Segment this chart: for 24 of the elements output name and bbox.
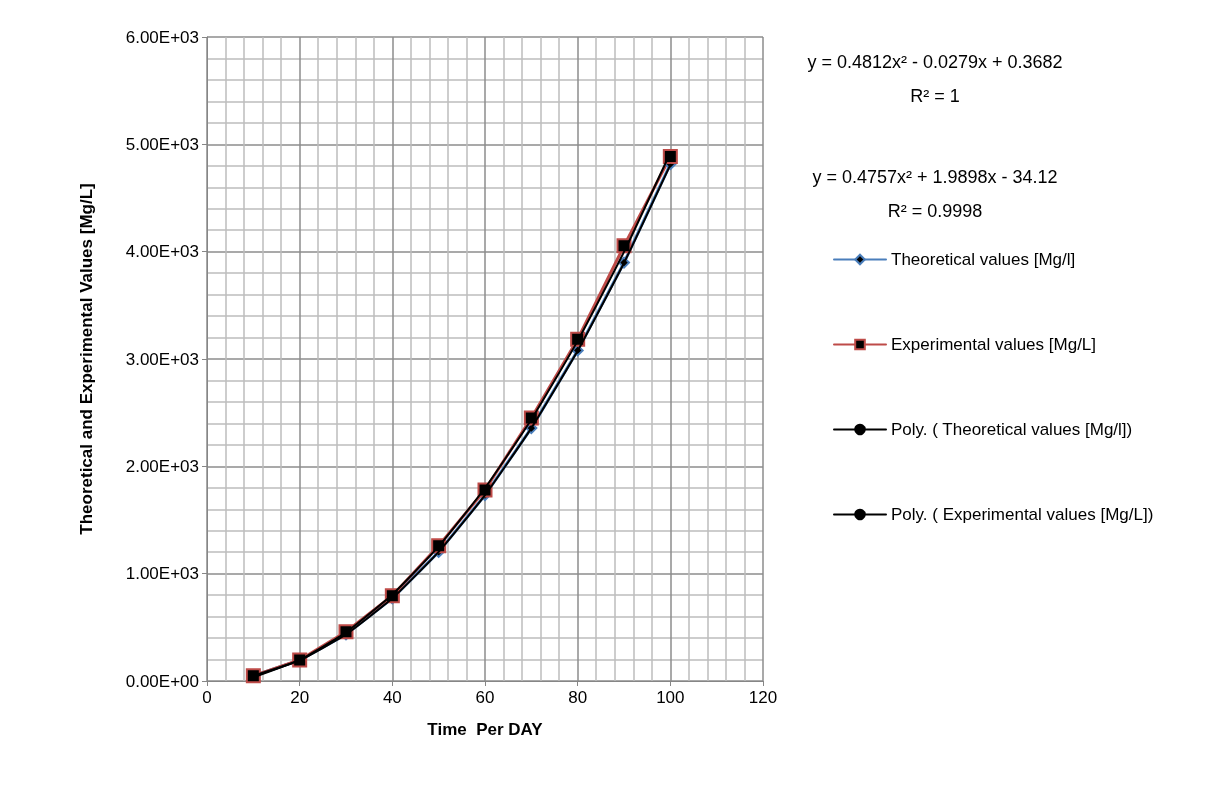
legend-label: Poly. ( Experimental values [Mg/L])	[891, 505, 1154, 524]
legend-label: Experimental values [Mg/L]	[891, 335, 1097, 354]
x-tick-label: 120	[748, 688, 778, 707]
text: R² = 1	[910, 86, 960, 106]
y-tick-label: 5.00E+03	[125, 134, 199, 154]
y-tick-label: 0.00E+00	[125, 671, 199, 691]
text: y = 0.4757x² + 1.9898x - 34.12	[812, 167, 1058, 187]
x-tick-label: 0	[202, 688, 212, 707]
x-tick-label: 80	[568, 688, 588, 707]
x-tick-label: 40	[382, 688, 402, 707]
legend-label: Theoretical values [Mg/l]	[891, 250, 1076, 269]
text: R² = 0.9998	[887, 201, 983, 221]
legend-label: Poly. ( Theoretical values [Mg/l])	[891, 420, 1133, 439]
y-tick-label: 2.00E+03	[125, 456, 199, 476]
y-axis-title: Theoretical and Experimental Values [Mg/L]	[77, 183, 96, 535]
y-tick-label: 3.00E+03	[125, 349, 199, 369]
x-axis-title: Time Per DAY	[427, 720, 544, 739]
x-tick-label: 100	[656, 688, 685, 707]
x-tick-label: 60	[475, 688, 495, 707]
y-tick-label: 6.00E+03	[125, 27, 199, 47]
x-tick-label: 20	[290, 688, 310, 707]
y-tick-label: 1.00E+03	[125, 564, 199, 584]
y-tick-label: 4.00E+03	[125, 242, 199, 262]
text: y = 0.4812x² - 0.0279x + 0.3682	[807, 52, 1063, 72]
